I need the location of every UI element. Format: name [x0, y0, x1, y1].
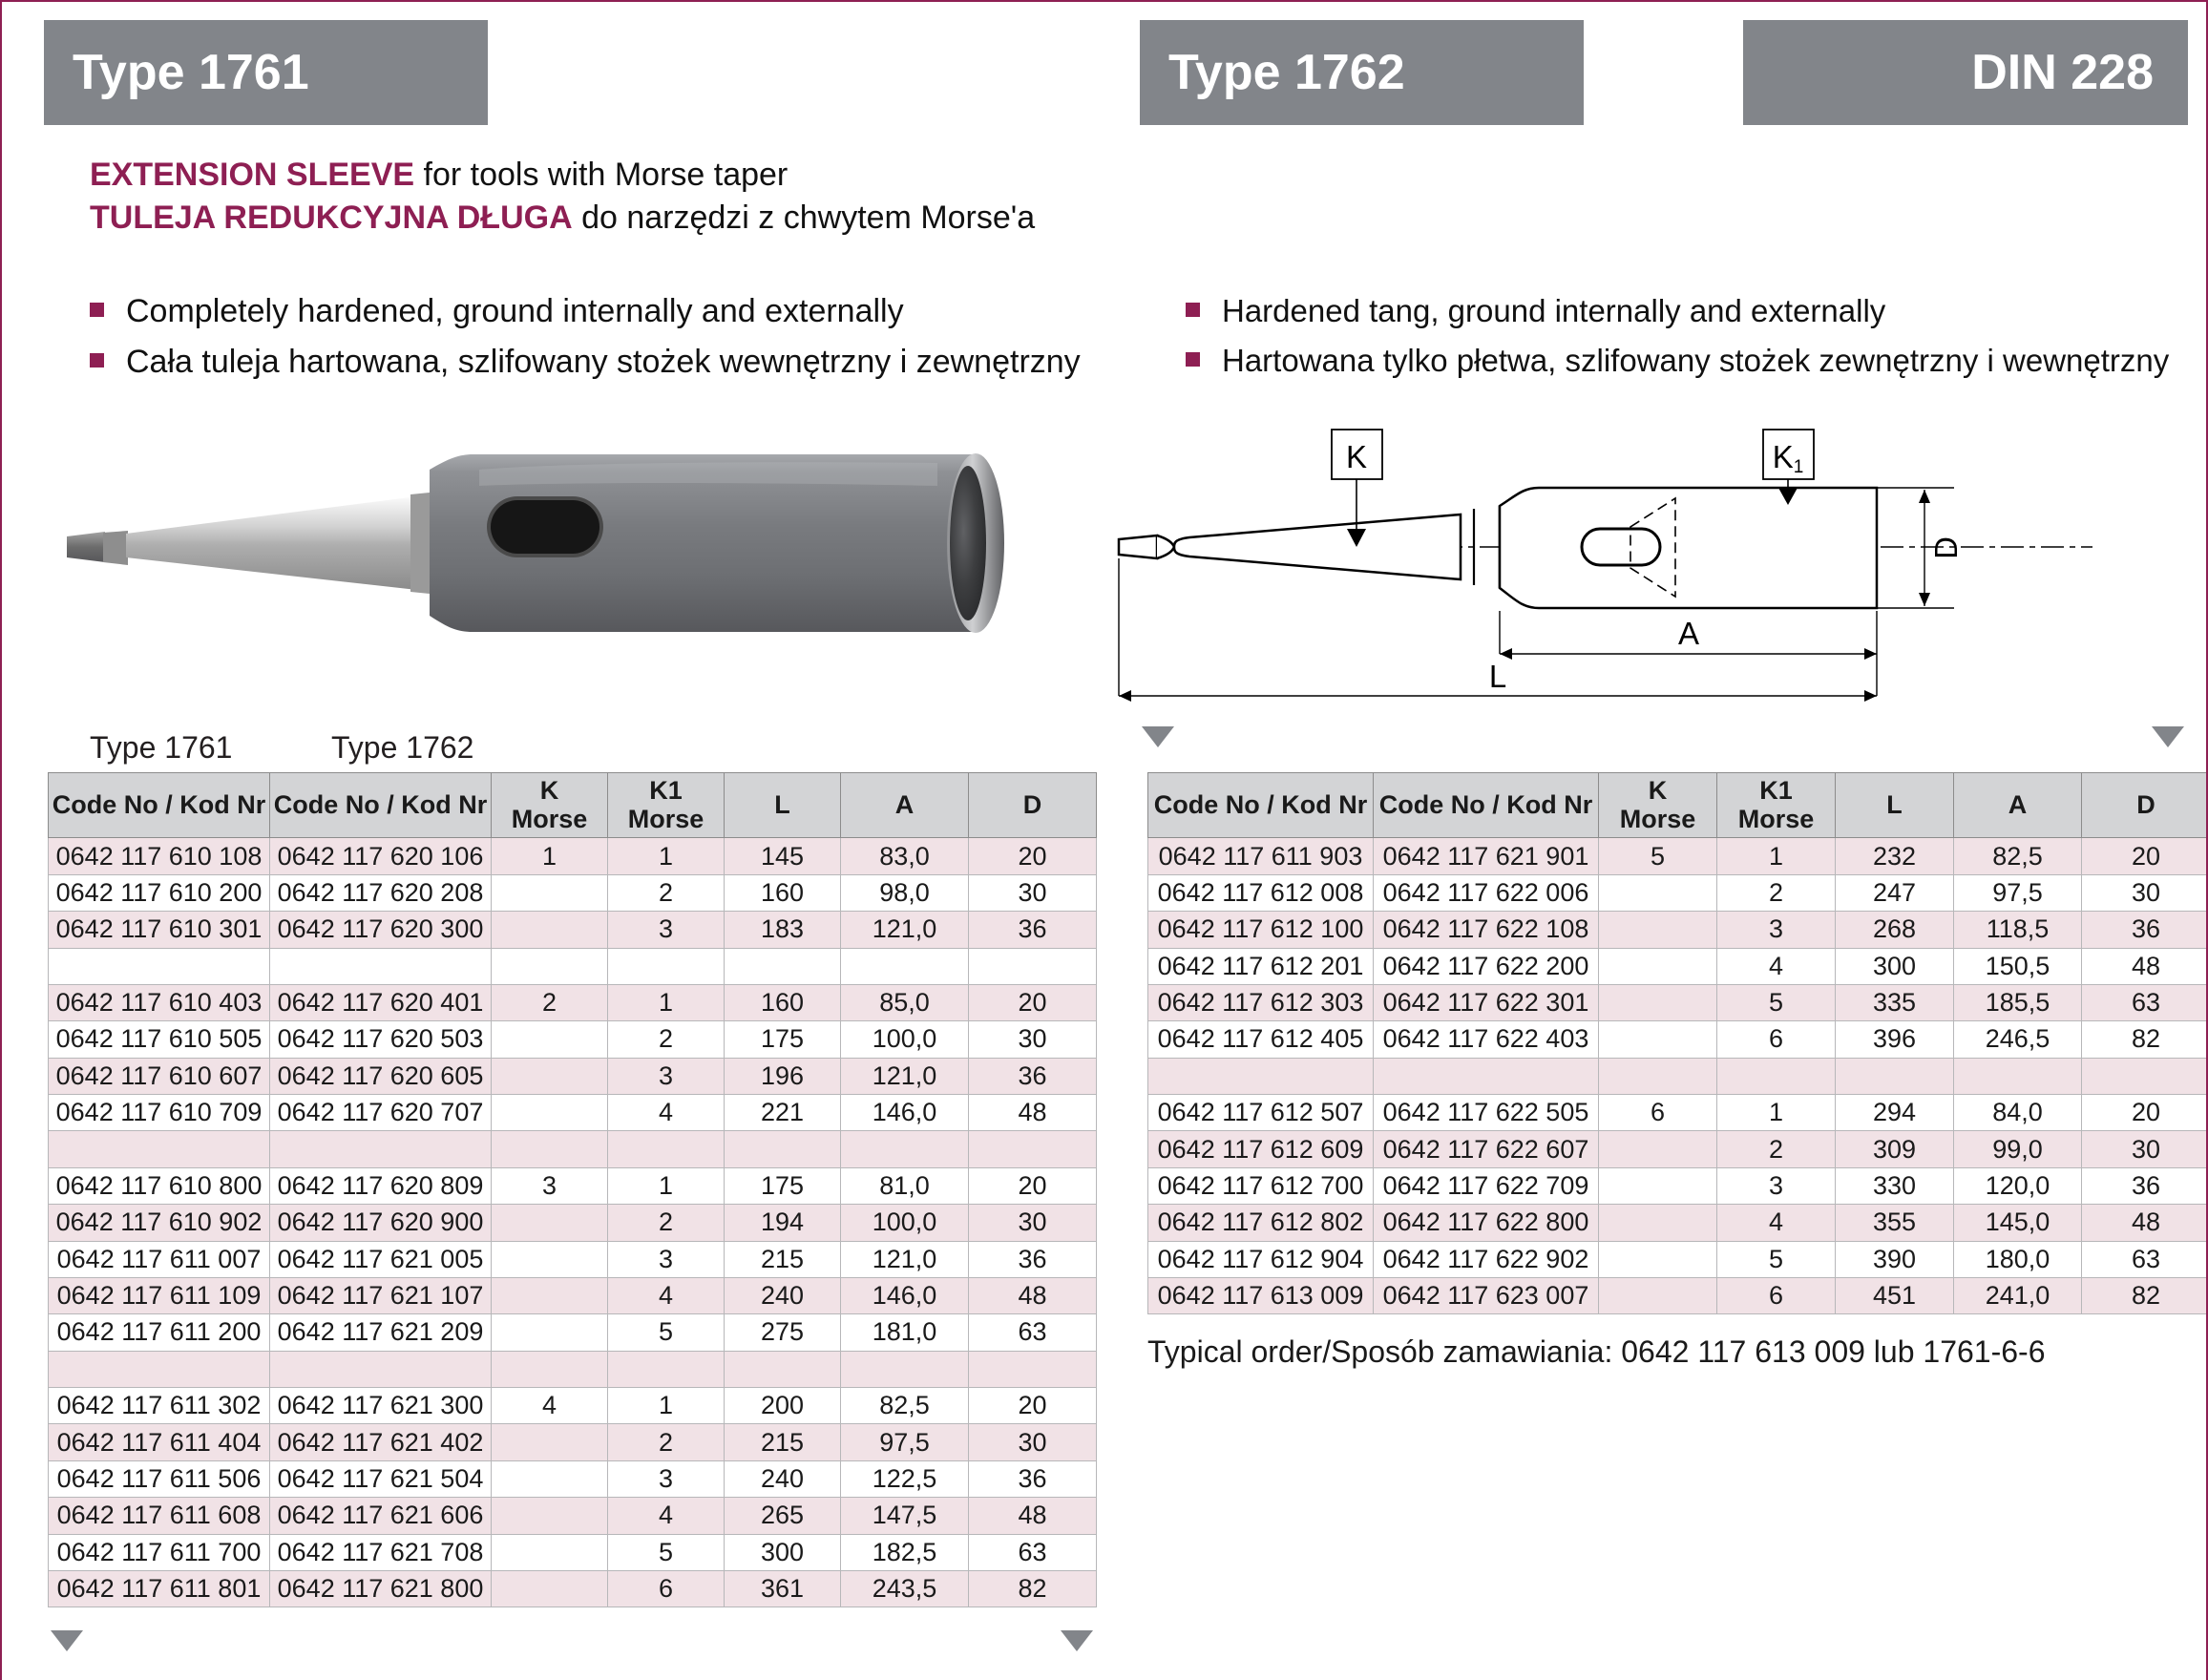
svg-text:K: K [1346, 439, 1367, 474]
svg-text:L: L [1489, 659, 1506, 694]
svg-text:A: A [1678, 616, 1699, 651]
svg-text:D: D [1928, 536, 1964, 559]
